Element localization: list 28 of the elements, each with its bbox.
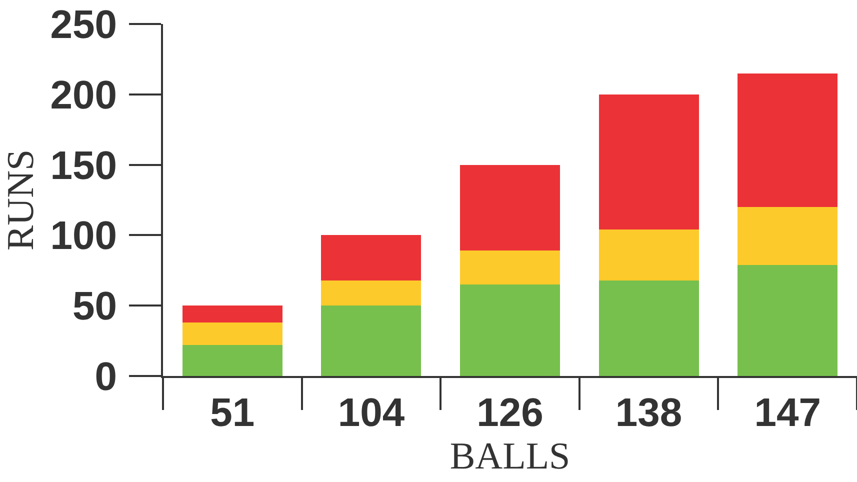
bar: [598, 94, 699, 230]
bar: [598, 230, 699, 280]
bar: [738, 264, 838, 376]
y-tick-label: 0: [94, 355, 117, 399]
bar: [460, 164, 560, 251]
x-tick-label: 51: [210, 391, 255, 435]
y-tick-label: 150: [50, 144, 117, 188]
y-tick-label: 50: [72, 284, 117, 329]
y-tick-label: 100: [50, 214, 117, 258]
bar: [321, 235, 422, 280]
y-tick-label: 250: [50, 3, 117, 47]
x-axis-title: BALLS: [450, 436, 570, 478]
y-axis-title: RUNS: [0, 149, 42, 251]
bar: [182, 322, 282, 346]
y-tick-label: 200: [50, 73, 117, 118]
x-tick-label: 104: [338, 391, 406, 435]
bar: [738, 73, 838, 208]
bar: [321, 306, 422, 376]
bar: [182, 306, 282, 322]
x-tick-label: 138: [615, 391, 682, 435]
x-tick-label: 147: [754, 391, 821, 435]
x-tick-label: 126: [476, 391, 544, 435]
bar: [321, 280, 422, 306]
bar: [460, 250, 560, 284]
bar: [598, 280, 699, 376]
bar: [738, 207, 838, 265]
bar: [182, 345, 282, 376]
bar: [460, 284, 560, 376]
